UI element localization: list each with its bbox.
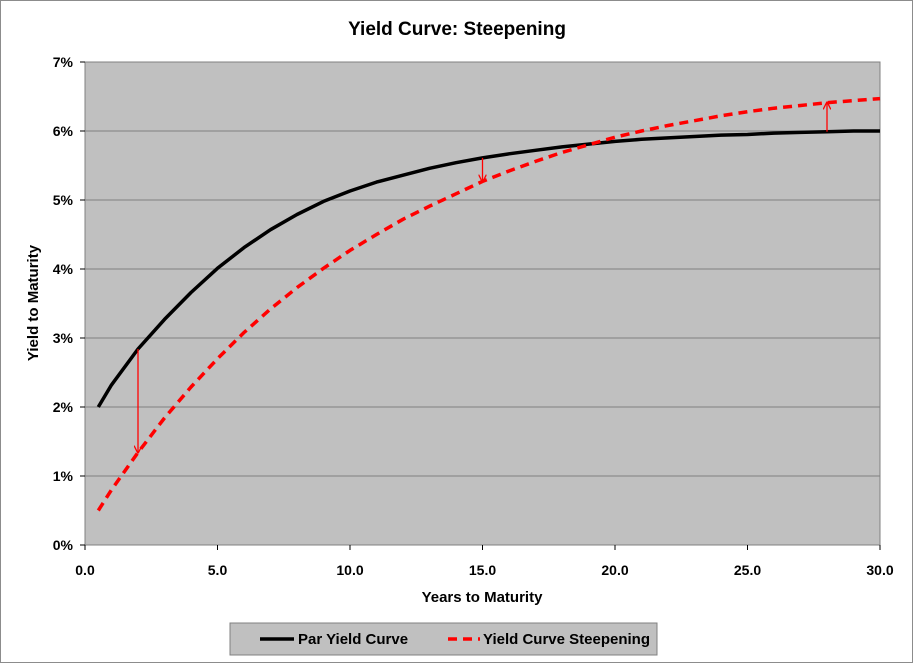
y-tick-label: 7% bbox=[53, 54, 74, 70]
x-tick-label: 30.0 bbox=[866, 562, 893, 578]
x-tick-label: 10.0 bbox=[336, 562, 363, 578]
y-tick-label: 5% bbox=[53, 192, 74, 208]
legend-box bbox=[229, 622, 658, 656]
y-tick-label: 3% bbox=[53, 330, 74, 346]
legend-label-steepening: Yield Curve Steepening bbox=[483, 631, 650, 648]
x-tick-label: 0.0 bbox=[75, 562, 95, 578]
chart-title: Yield Curve: Steepening bbox=[348, 19, 566, 40]
x-tick-label: 20.0 bbox=[601, 562, 628, 578]
x-axis-ticks: 0.0 5.0 10.0 15.0 20.0 25.0 30.0 bbox=[75, 545, 894, 578]
y-tick-label: 4% bbox=[53, 261, 74, 277]
legend: Par Yield Curve Yield Curve Steepening bbox=[229, 622, 658, 656]
y-tick-label: 2% bbox=[53, 399, 74, 415]
gridlines bbox=[85, 130, 880, 477]
y-tick-label: 0% bbox=[53, 537, 74, 553]
y-axis-ticks: 0% 1% 2% 3% 4% 5% 6% 7% bbox=[53, 54, 85, 553]
legend-label-par-yield: Par Yield Curve bbox=[298, 631, 408, 648]
annotation-layer bbox=[138, 103, 827, 453]
x-tick-label: 5.0 bbox=[208, 562, 228, 578]
series-line-par-yield bbox=[96, 129, 880, 408]
y-axis-label: Yield to Maturity bbox=[25, 244, 42, 361]
y-tick-label: 6% bbox=[53, 123, 74, 139]
x-axis-label: Years to Maturity bbox=[422, 589, 544, 606]
y-tick-label: 1% bbox=[53, 468, 74, 484]
plot-area bbox=[84, 61, 881, 546]
x-tick-label: 25.0 bbox=[734, 562, 761, 578]
x-tick-label: 15.0 bbox=[469, 562, 496, 578]
